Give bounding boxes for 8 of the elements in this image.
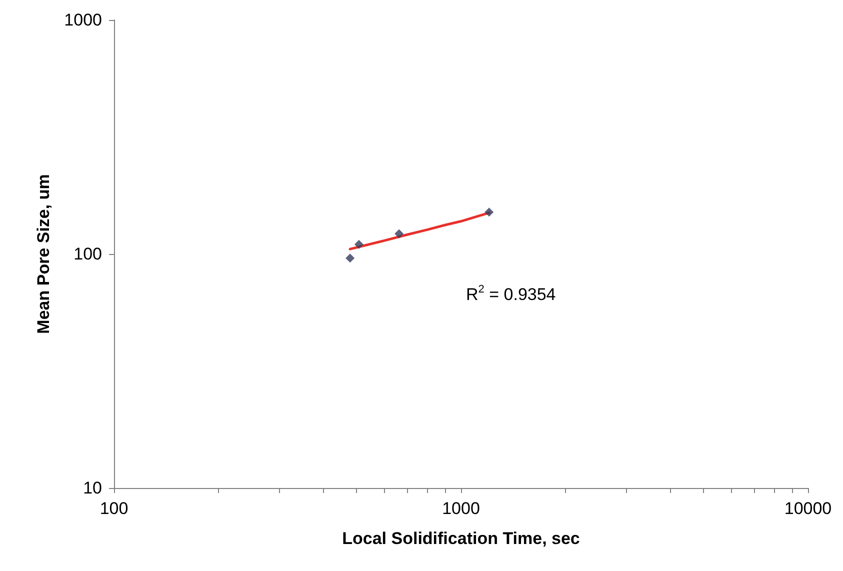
x-tick-label: 10000 [784,499,832,518]
x-axis-title: Local Solidification Time, sec [342,529,580,548]
y-tick-label: 100 [74,244,102,264]
y-tick-label: 1000 [64,10,102,30]
x-tick-label: 100 [100,499,128,518]
y-tick-label: 10 [83,478,102,498]
y-axis-title: Mean Pore Size, um [34,174,53,334]
x-tick-label: 1000 [442,499,480,518]
